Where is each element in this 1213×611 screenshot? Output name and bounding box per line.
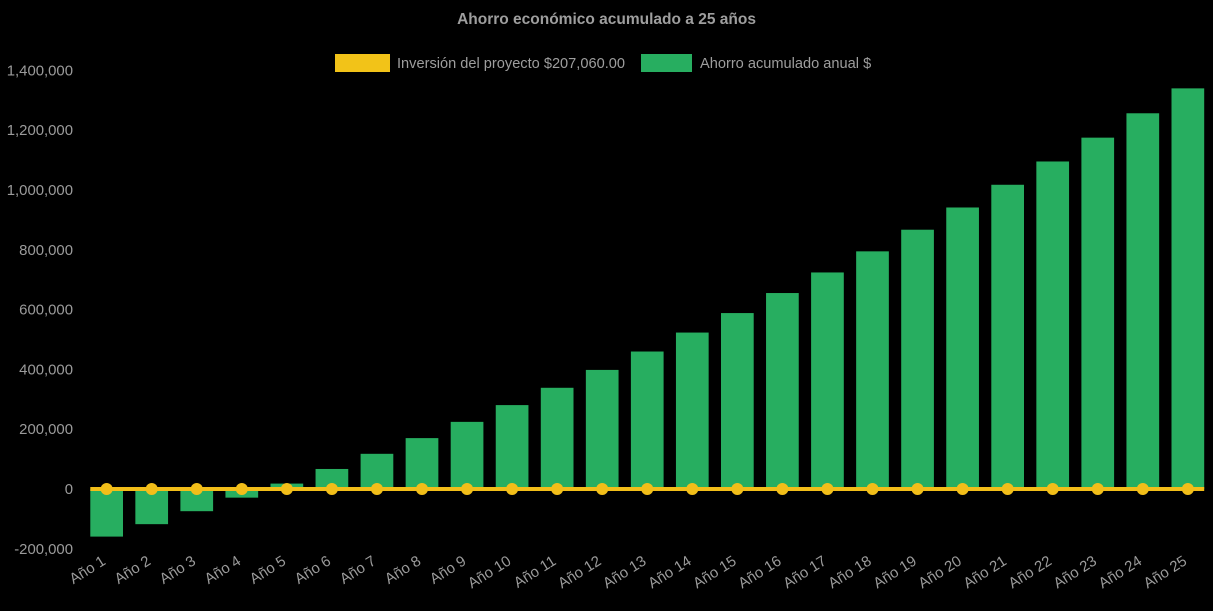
svg-text:400,000: 400,000 [19, 362, 73, 378]
svg-text:800,000: 800,000 [19, 243, 73, 259]
svg-text:1,200,000: 1,200,000 [7, 123, 73, 139]
svg-text:Ahorro acumulado anual $: Ahorro acumulado anual $ [700, 56, 871, 72]
svg-text:1,000,000: 1,000,000 [7, 183, 73, 199]
svg-text:Ahorro económico acumulado a 2: Ahorro económico acumulado a 25 años [457, 11, 756, 28]
svg-text:600,000: 600,000 [19, 303, 73, 319]
svg-text:1,400,000: 1,400,000 [7, 63, 73, 79]
svg-text:-200,000: -200,000 [14, 542, 73, 558]
svg-text:0: 0 [65, 482, 73, 498]
svg-text:200,000: 200,000 [19, 422, 73, 438]
svg-text:Inversión del proyecto $207,06: Inversión del proyecto $207,060.00 [397, 56, 625, 72]
